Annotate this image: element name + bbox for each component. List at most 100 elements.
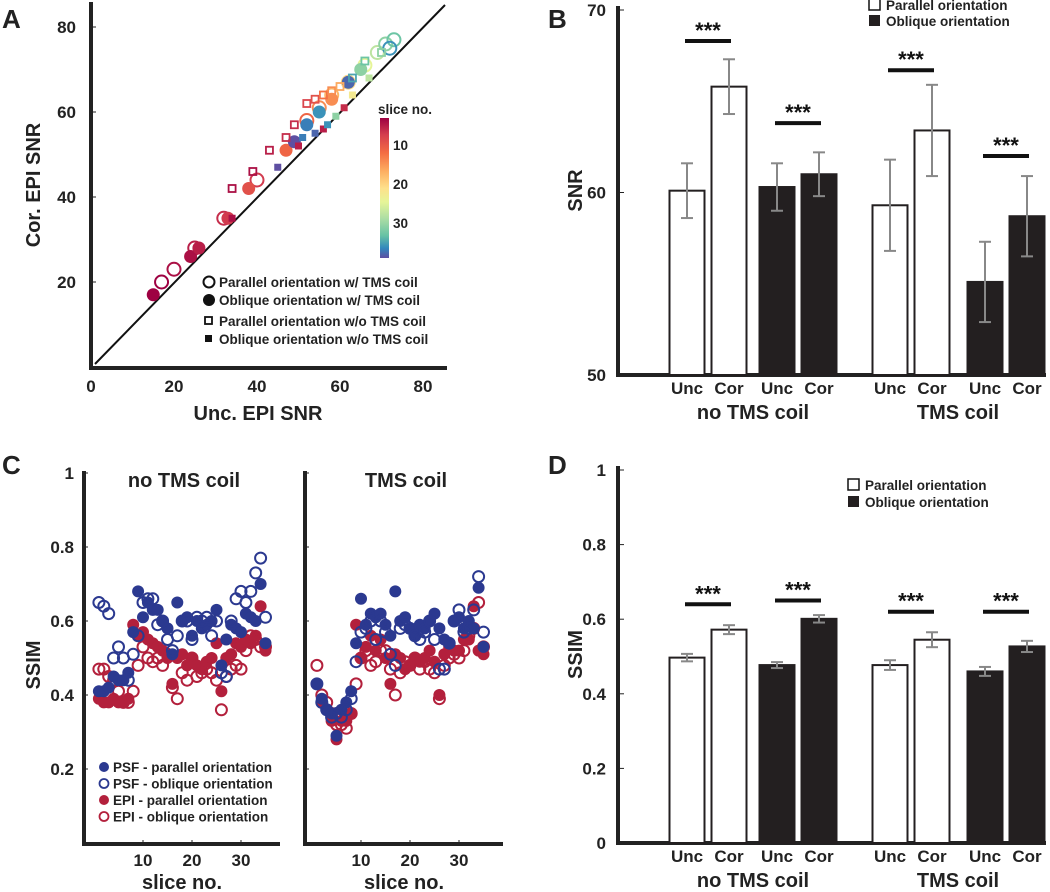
- data-point-psf-oblique: [141, 592, 155, 606]
- y-axis-label: SSIM: [23, 641, 45, 690]
- bar-oblique-cor: [800, 173, 838, 376]
- data-point-epi-parallel: [215, 685, 228, 698]
- y-tick-label: 0.8: [582, 536, 606, 555]
- bar-oblique-unc: [966, 670, 1004, 844]
- bar-parallel-unc: [871, 664, 909, 844]
- legend-marker: [98, 811, 110, 822]
- y-tick-label: 1: [65, 464, 74, 483]
- bar-parallel-cor: [710, 85, 748, 377]
- data-point-oblique-tms: [354, 63, 368, 76]
- bar-parallel-cor: [913, 638, 951, 845]
- legend-oblique: Oblique orientation: [865, 495, 989, 510]
- x-tick-label: Unc: [671, 847, 703, 866]
- data-point-psf-oblique: [383, 647, 397, 661]
- y-tick-label: 40: [57, 188, 76, 207]
- data-point-psf-oblique: [224, 614, 238, 628]
- data-point-psf-parallel: [259, 637, 272, 650]
- data-point-psf-parallel: [151, 603, 164, 616]
- data-point-oblique-tms: [325, 92, 339, 106]
- colorbar-label: slice no.: [378, 102, 432, 117]
- data-point-epi-oblique: [92, 662, 106, 676]
- data-point-psf-oblique: [477, 625, 490, 639]
- data-point-oblique-no-tms: [228, 214, 236, 222]
- x-tick-label: Cor: [804, 847, 834, 866]
- data-point-oblique-no-tms: [332, 112, 340, 120]
- data-point-epi-oblique: [131, 658, 145, 672]
- data-point-epi-oblique: [165, 681, 179, 695]
- data-point-psf-oblique: [107, 651, 121, 665]
- x-tick-label: Unc: [761, 379, 793, 398]
- y-axis-label: SNR: [565, 169, 587, 212]
- data-point-oblique-no-tms: [295, 142, 302, 150]
- data-point-parallel-tms: [154, 274, 170, 290]
- x-axis-label: slice no.: [364, 872, 444, 892]
- data-point-psf-oblique: [462, 621, 476, 635]
- data-point-psf-parallel: [472, 581, 485, 594]
- data-point-psf-parallel: [315, 692, 328, 705]
- data-point-psf-parallel: [166, 648, 179, 661]
- data-point-epi-oblique: [136, 640, 150, 654]
- y-tick-label: 80: [57, 18, 76, 37]
- data-point-oblique-tms: [184, 250, 198, 263]
- panel-d-bar-chart: 0 0.2 0.4 0.6 0.8 1 SSIM Unc Cor Unc Cor Unc Cor Unc C…: [565, 461, 1046, 892]
- data-point-psf-oblique: [452, 603, 466, 617]
- x-tick-label: 80: [414, 377, 433, 396]
- x-tick-label: Unc: [874, 379, 906, 398]
- panel-c-scatter: 10 20 30 slice no. no TMS coil 10 20 30 slice no…: [23, 464, 503, 892]
- legend-oblique-swatch: [869, 15, 880, 26]
- data-point-oblique-tms: [279, 143, 293, 157]
- data-point-epi-oblique: [388, 688, 402, 702]
- data-point-psf-oblique: [121, 673, 135, 687]
- data-point-oblique-no-tms: [324, 121, 332, 129]
- data-point-oblique-tms: [300, 118, 314, 132]
- bar-oblique-cor: [800, 617, 838, 845]
- x-tick-label: 10: [134, 851, 153, 870]
- data-point-epi-parallel: [384, 677, 397, 690]
- data-point-parallel-no-tms: [360, 56, 370, 66]
- significance-stars: ***: [993, 589, 1019, 614]
- data-point-oblique-no-tms: [274, 163, 282, 171]
- data-point-epi-oblique: [121, 695, 135, 709]
- subplot-title: TMS coil: [365, 470, 447, 492]
- x-tick-label: Cor: [1012, 847, 1042, 866]
- data-point-psf-oblique: [374, 614, 388, 628]
- legend-entry: EPI - parallel orientation: [113, 793, 268, 808]
- legend-parallel: Parallel orientation: [886, 0, 1008, 13]
- data-point-psf-oblique: [259, 610, 272, 624]
- panel-label-c: C: [2, 450, 21, 480]
- data-point-psf-oblique: [239, 596, 253, 609]
- identity-line: [94, 4, 446, 365]
- legend-marker: [99, 795, 109, 805]
- legend-marker: [99, 762, 109, 772]
- data-point-oblique-no-tms: [311, 129, 319, 137]
- data-point-psf-parallel: [235, 626, 247, 639]
- data-point-psf-oblique: [175, 614, 189, 628]
- colorbar-tick-label: 30: [393, 216, 408, 231]
- data-point-epi-oblique: [170, 692, 184, 706]
- data-point-parallel-no-tms: [310, 94, 320, 104]
- data-point-psf-oblique: [369, 633, 383, 646]
- data-point-psf-oblique: [310, 677, 324, 691]
- data-point-oblique-tms: [312, 105, 326, 119]
- data-point-psf-parallel: [477, 640, 490, 653]
- x-tick-label: 30: [232, 851, 251, 870]
- significance-stars: ***: [898, 47, 924, 72]
- data-point-psf-oblique: [428, 633, 441, 646]
- data-point-parallel-no-tms: [227, 184, 237, 193]
- legend-marker: [98, 778, 110, 789]
- colorbar-tick-label: 10: [393, 138, 408, 153]
- x-tick-label: Unc: [969, 847, 1001, 866]
- data-point-psf-oblique: [467, 603, 481, 617]
- x-tick-label: Cor: [714, 847, 744, 866]
- data-point-psf-oblique: [102, 607, 116, 621]
- data-point-psf-oblique: [249, 566, 263, 580]
- data-point-oblique-no-tms: [348, 91, 356, 99]
- subplot-title: no TMS coil: [128, 470, 240, 492]
- data-point-psf-oblique: [254, 551, 268, 565]
- data-point-psf-parallel: [389, 585, 402, 598]
- data-point-epi-parallel: [359, 640, 372, 653]
- y-tick-label: 0.6: [582, 610, 606, 629]
- data-point-epi-parallel: [254, 600, 267, 613]
- data-point-psf-parallel: [443, 637, 456, 650]
